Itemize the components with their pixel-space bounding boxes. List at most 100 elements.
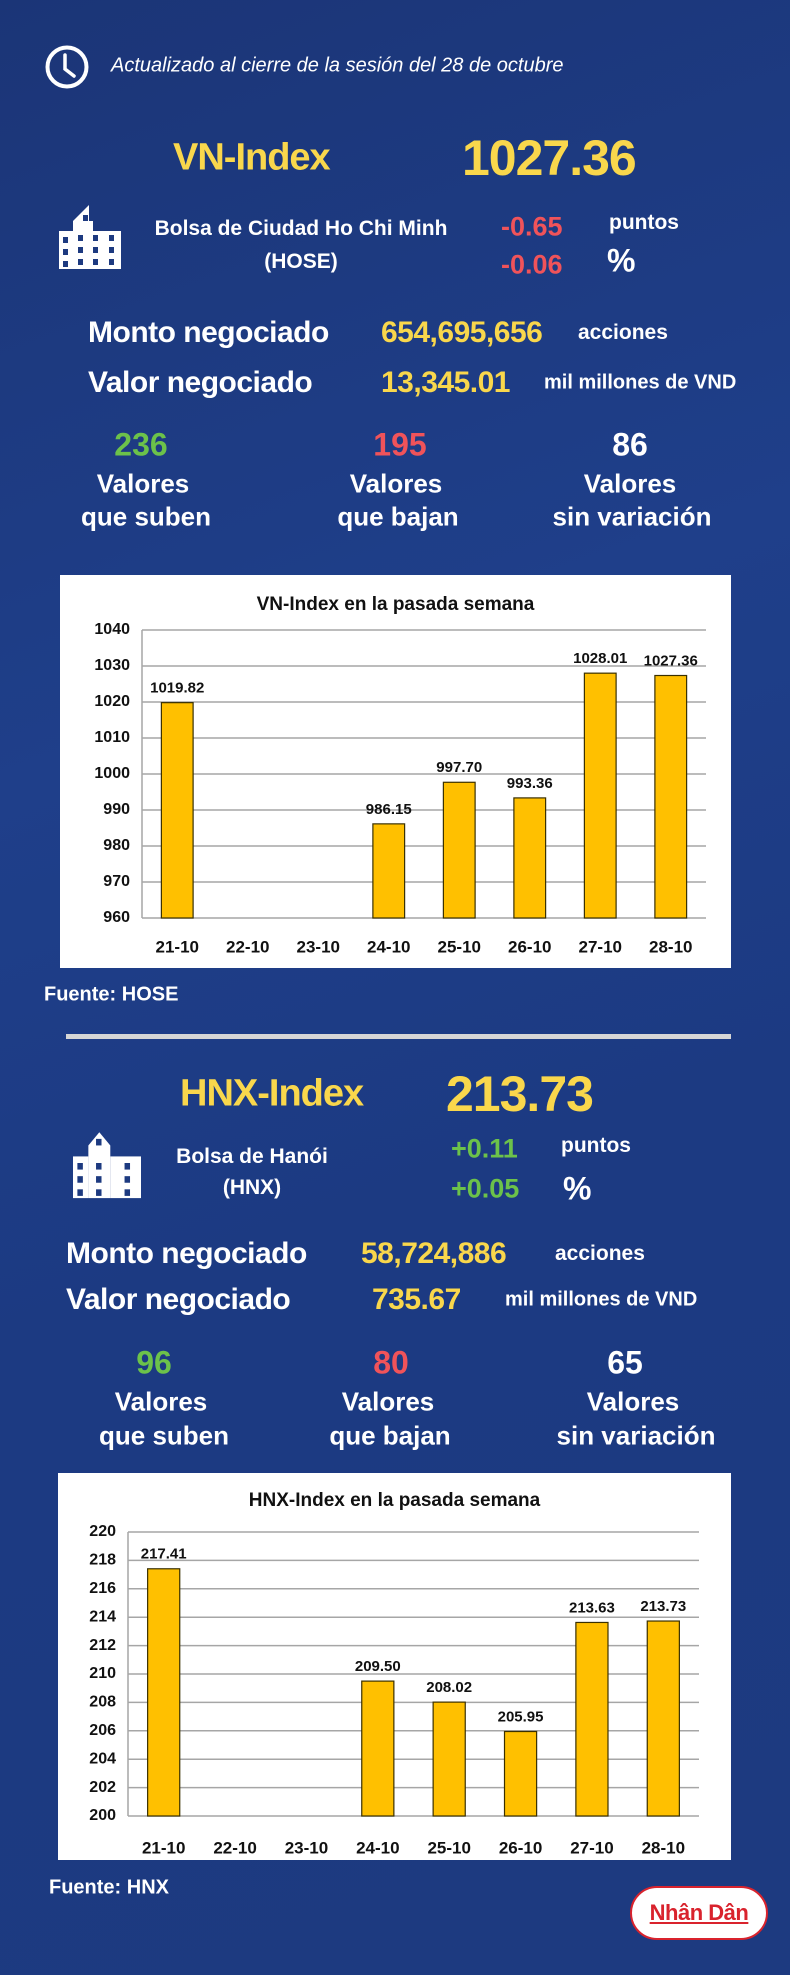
x-tick-label: 26-10 [508, 937, 551, 956]
data-label: 213.63 [569, 1599, 615, 1616]
hnx-index-chart: HNX-Index en la pasada semana 200 202 204 20… [58, 1473, 731, 1860]
bar [583, 672, 617, 919]
traded-value: 13,345.01 [381, 366, 510, 399]
building-icon [73, 1132, 141, 1199]
y-tick-label: 200 [89, 1807, 116, 1824]
change-percent: -0.06 [501, 249, 563, 280]
data-label: 1027.36 [644, 652, 698, 669]
percent-unit: % [607, 242, 636, 279]
vn-index-chart: VN-Index en la pasada semana 960 970 980 990… [60, 575, 731, 968]
y-tick-label: 970 [103, 873, 130, 890]
volume-unit: acciones [555, 1242, 645, 1265]
logo-text: Nhân Dân [649, 1900, 749, 1925]
x-tick-label: 23-10 [285, 1838, 328, 1857]
x-tick-label: 24-10 [356, 1838, 399, 1857]
decliners-label-2: que bajan [329, 1420, 451, 1451]
unchanged-label-2: sin variación [552, 501, 712, 532]
chart-title: VN-Index en la pasada semana [257, 594, 535, 615]
bar [654, 674, 688, 919]
vn-index-value: 1027.36 [462, 130, 637, 186]
y-tick-label: 1020 [94, 693, 130, 710]
bar [147, 1568, 181, 1817]
y-tick-label: 214 [89, 1608, 116, 1625]
x-tick-label: 27-10 [579, 937, 622, 956]
data-label: 217.41 [141, 1546, 187, 1563]
y-tick-label: 208 [89, 1694, 116, 1711]
chart-title: HNX-Index en la pasada semana [249, 1490, 541, 1511]
volume-label: Monto negociado [66, 1237, 307, 1270]
decliners-label-2: que bajan [337, 501, 459, 532]
exchange-code: (HOSE) [264, 250, 338, 273]
y-tick-label: 218 [89, 1552, 116, 1569]
advancers-label-1: Valores [96, 468, 190, 499]
x-tick-label: 22-10 [213, 1838, 256, 1857]
unchanged-label-2: sin variación [556, 1420, 716, 1451]
x-tick-label: 22-10 [226, 937, 269, 956]
x-tick-label: 27-10 [570, 1838, 613, 1857]
bar [442, 781, 476, 919]
bar [372, 823, 406, 919]
x-tick-label: 26-10 [499, 1838, 542, 1857]
x-tick-label: 21-10 [156, 937, 199, 956]
data-label: 993.36 [507, 775, 553, 792]
unchanged-label-1: Valores [586, 1386, 680, 1417]
data-label: 213.73 [640, 1598, 686, 1615]
y-tick-label: 220 [89, 1523, 116, 1540]
y-tick-label: 960 [103, 909, 130, 926]
x-tick-label: 25-10 [427, 1838, 470, 1857]
y-tick-label: 204 [89, 1750, 116, 1767]
decliners-count: 80 [373, 1344, 409, 1381]
x-tick-label: 23-10 [297, 937, 340, 956]
hnx-index-title: HNX-Index [180, 1072, 364, 1115]
exchange-name: Bolsa de Hanói [176, 1145, 328, 1168]
y-tick-label: 980 [103, 837, 130, 854]
traded-value-unit: mil millones de VND [505, 1288, 698, 1311]
nhan-dan-logo: Nhân Dân [630, 1886, 768, 1940]
bar [160, 702, 194, 919]
bar [513, 797, 547, 919]
unchanged-count: 86 [612, 426, 648, 463]
data-label: 1028.01 [573, 650, 627, 667]
data-label: 208.02 [426, 1679, 472, 1696]
traded-value: 735.67 [372, 1283, 461, 1316]
bar [432, 1701, 466, 1817]
hnx-source: Fuente: HNX [49, 1876, 169, 1899]
advancers-label-1: Valores [114, 1386, 208, 1417]
change-points: -0.65 [501, 211, 563, 242]
building-icon [59, 205, 121, 269]
y-tick-label: 1040 [94, 621, 130, 638]
advancers-count: 96 [136, 1344, 172, 1381]
section-divider [66, 1034, 731, 1039]
points-unit: puntos [609, 211, 679, 234]
advancers-label-2: que suben [98, 1420, 230, 1451]
change-percent: +0.05 [451, 1173, 520, 1204]
decliners-label-1: Valores [349, 468, 443, 499]
exchange-code: (HNX) [222, 1176, 282, 1199]
points-unit: puntos [561, 1134, 631, 1157]
updated-text: Actualizado al cierre de la sesión del 2… [111, 54, 564, 77]
x-tick-label: 28-10 [642, 1838, 685, 1857]
x-tick-label: 21-10 [142, 1838, 185, 1857]
vn-source: Fuente: HOSE [44, 983, 179, 1006]
y-tick-label: 212 [89, 1637, 116, 1654]
change-points: +0.11 [451, 1133, 518, 1164]
y-tick-label: 1030 [94, 657, 130, 674]
decliners-count: 195 [373, 426, 427, 463]
data-label: 209.50 [355, 1658, 401, 1675]
vn-index-title: VN-Index [173, 136, 331, 179]
bar [361, 1680, 395, 1817]
data-label: 986.15 [366, 801, 412, 818]
exchange-name: Bolsa de Ciudad Ho Chi Minh [154, 217, 448, 240]
y-tick-label: 1010 [94, 729, 130, 746]
y-tick-label: 202 [89, 1779, 116, 1796]
advancers-count: 236 [114, 426, 168, 463]
bar [646, 1620, 680, 1817]
traded-value-label: Valor negociado [88, 366, 313, 399]
data-label: 205.95 [498, 1708, 544, 1725]
volume-label: Monto negociado [88, 316, 329, 349]
clock-icon [45, 45, 89, 89]
volume-value: 654,695,656 [381, 316, 543, 349]
y-tick-label: 210 [89, 1665, 116, 1682]
hnx-index-value: 213.73 [446, 1066, 594, 1122]
bar [575, 1621, 609, 1817]
